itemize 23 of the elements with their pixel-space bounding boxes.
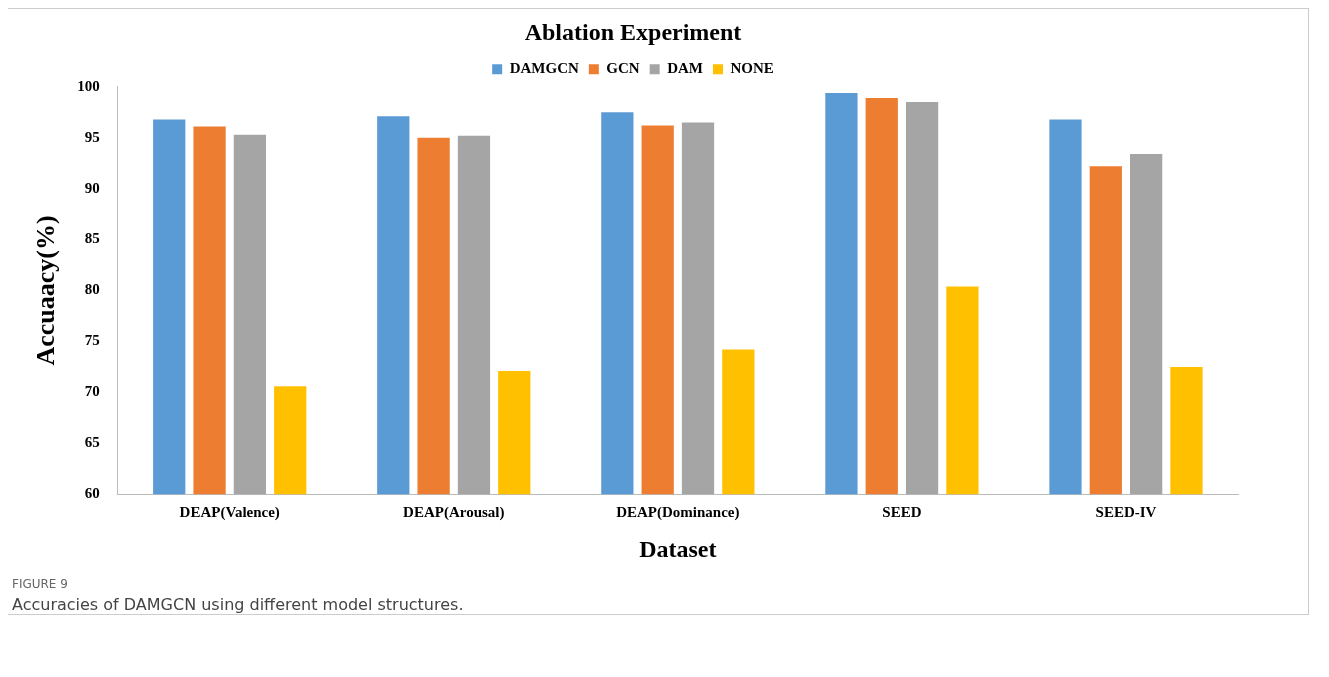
y-tick-label: 80 [84, 281, 100, 298]
caption: FIGURE 9 [12, 577, 69, 591]
y-tick-label: 85 [84, 230, 100, 247]
y-tick-label: 75 [84, 332, 100, 349]
x-tick-label: DEAP(Arousal) [403, 504, 505, 522]
legend-label: DAMGCN [509, 60, 579, 77]
x-tick-label: SEED-IV [1095, 504, 1157, 521]
legend-label: NONE [730, 60, 774, 77]
y-tick-label: 65 [84, 434, 100, 451]
x-tick-label: DEAP(Dominance) [616, 504, 740, 522]
x-tick-label: DEAP(Valence) [179, 504, 280, 522]
x-axis-title: Dataset [639, 535, 717, 562]
y-axis-title: Accuaacy(%) [31, 215, 61, 366]
chart-title: Ablation Experiment [524, 18, 742, 45]
y-tick-label: 90 [84, 179, 100, 196]
text: Accuracies of DAMGCN using different model structures. [12, 595, 465, 614]
legend-label: DAM [667, 60, 703, 77]
y-tick-label: 70 [84, 383, 100, 400]
legend-label: GCN [606, 60, 640, 77]
y-tick-label: 95 [84, 128, 100, 145]
x-tick-label: SEED [882, 504, 922, 521]
y-tick-label: 60 [84, 485, 100, 502]
y-tick-label: 100 [77, 77, 100, 94]
